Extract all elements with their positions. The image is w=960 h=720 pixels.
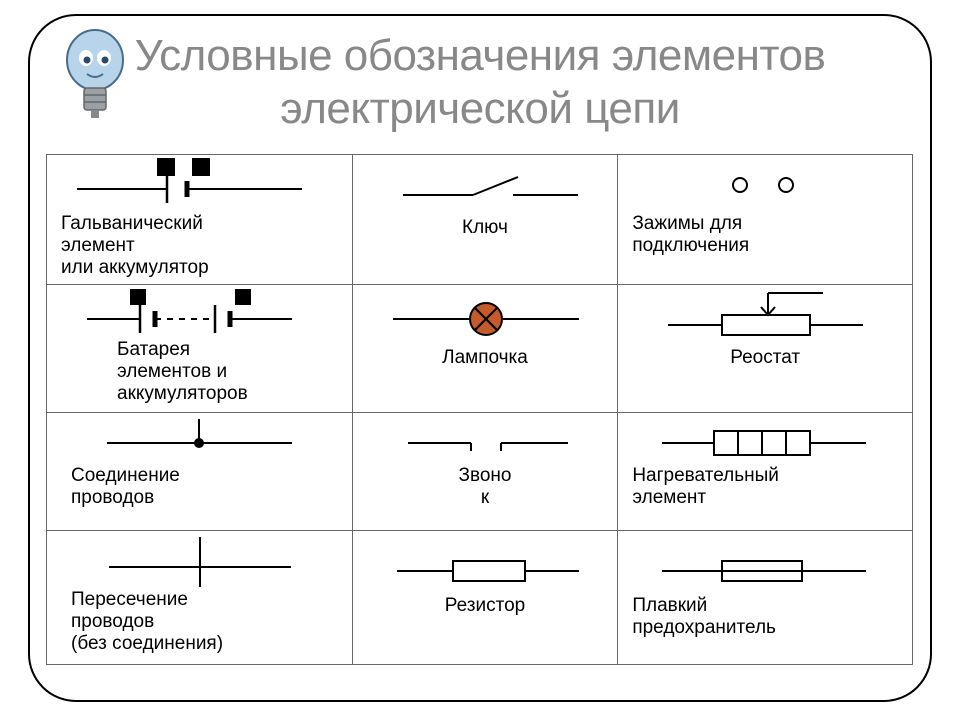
heater-symbol [618, 413, 913, 469]
junction-label: Соединение проводов [71, 465, 180, 509]
resistor-label: Резистор [353, 595, 618, 617]
bell-label: Звоно к [353, 465, 618, 509]
fuse-label: Плавкий предохранитель [632, 595, 776, 639]
heater-label: Нагревательный элемент [632, 465, 779, 509]
terminals-symbol [618, 155, 913, 215]
cell-fuse: Плавкий предохранитель [618, 531, 912, 664]
bell-symbol [353, 413, 619, 469]
fuse-symbol [618, 531, 913, 595]
junction-symbol [47, 413, 353, 469]
cell-resistor: Резистор [353, 531, 618, 664]
resistor-symbol [353, 531, 619, 595]
cell-crossing: Пересечение проводов (без соединения) [47, 531, 352, 664]
cell-rheostat: Реостат [618, 285, 912, 412]
cell-galvanic: Гальванический элемент или аккумулятор [47, 155, 352, 284]
galvanic-cell-symbol [47, 155, 353, 215]
switch-label: Ключ [353, 217, 618, 239]
page-title: Условные обозначения элементов электриче… [0, 30, 960, 136]
cell-junction: Соединение проводов [47, 413, 352, 530]
rheostat-label: Реостат [618, 347, 912, 369]
cell-terminals: Зажимы для подключения [618, 155, 912, 284]
lamp-label: Лампочка [353, 347, 618, 369]
battery-label: Батарея элементов и аккумуляторов [117, 339, 248, 405]
galvanic-label: Гальванический элемент или аккумулятор [61, 213, 209, 279]
lightbulb-icon [60, 24, 130, 134]
cell-battery: Батарея элементов и аккумуляторов [47, 285, 352, 412]
cell-bell: Звоно к [353, 413, 618, 530]
terminals-label: Зажимы для подключения [632, 213, 749, 257]
cell-lamp: Лампочка [353, 285, 618, 412]
crossing-label: Пересечение проводов (без соединения) [71, 589, 223, 655]
lamp-symbol [353, 285, 619, 349]
cell-switch: Ключ [353, 155, 618, 284]
switch-symbol [353, 155, 619, 215]
rheostat-symbol [618, 285, 913, 349]
crossing-symbol [47, 531, 353, 591]
battery-symbol [47, 285, 353, 345]
symbols-grid: Гальванический элемент или аккумулятор К… [46, 154, 913, 665]
cell-heater: Нагревательный элемент [618, 413, 912, 530]
